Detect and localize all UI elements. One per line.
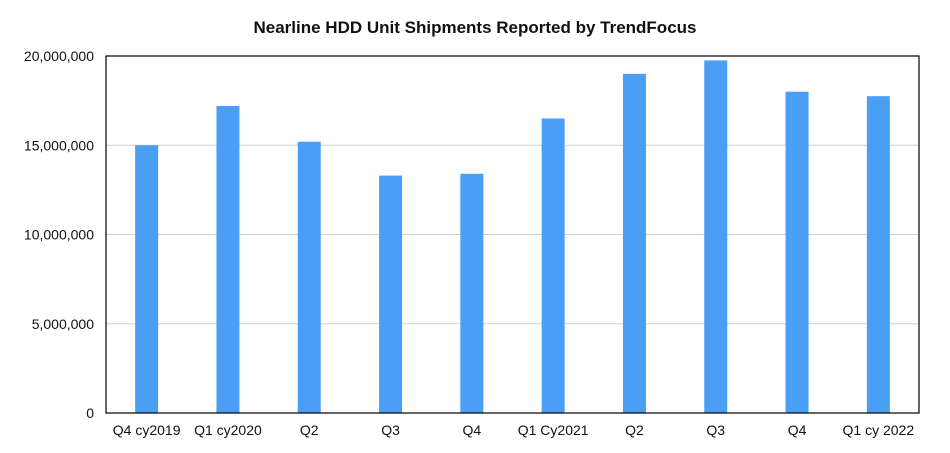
y-tick-label: 5,000,000 bbox=[32, 316, 94, 332]
bar bbox=[297, 141, 321, 413]
x-tick-label: Q1 cy2020 bbox=[194, 422, 262, 438]
bar bbox=[622, 73, 646, 413]
tick-labels: 0 5,000,000 10,000,000 15,000,000 20,000,000… bbox=[24, 48, 914, 438]
bars bbox=[135, 60, 890, 414]
bar bbox=[704, 60, 728, 414]
y-tick-label: 0 bbox=[86, 405, 94, 421]
bar bbox=[866, 96, 890, 413]
axes bbox=[105, 55, 920, 414]
x-tick-label: Q4 bbox=[788, 422, 807, 438]
bar bbox=[785, 91, 809, 413]
x-tick-label: Q4 bbox=[463, 422, 482, 438]
bar bbox=[460, 173, 484, 413]
bar bbox=[379, 175, 403, 413]
chart-title: Nearline HDD Unit Shipments Reported by … bbox=[253, 18, 697, 37]
x-tick-label: Q3 bbox=[706, 422, 725, 438]
x-tick-label: Q1 Cy2021 bbox=[518, 422, 589, 438]
x-tick-label: Q2 bbox=[625, 422, 644, 438]
x-tick-label: Q4 cy2019 bbox=[113, 422, 181, 438]
gridlines bbox=[106, 144, 919, 325]
y-tick-label: 15,000,000 bbox=[24, 137, 94, 153]
bar bbox=[135, 145, 159, 413]
x-tick-label: Q2 bbox=[300, 422, 319, 438]
plot-frame bbox=[105, 55, 920, 414]
x-tick-label: Q3 bbox=[381, 422, 400, 438]
bar bbox=[541, 118, 565, 413]
y-tick-label: 10,000,000 bbox=[24, 227, 94, 243]
y-tick-label: 20,000,000 bbox=[24, 48, 94, 64]
bar bbox=[216, 105, 240, 413]
x-tick-label: Q1 cy 2022 bbox=[843, 422, 915, 438]
